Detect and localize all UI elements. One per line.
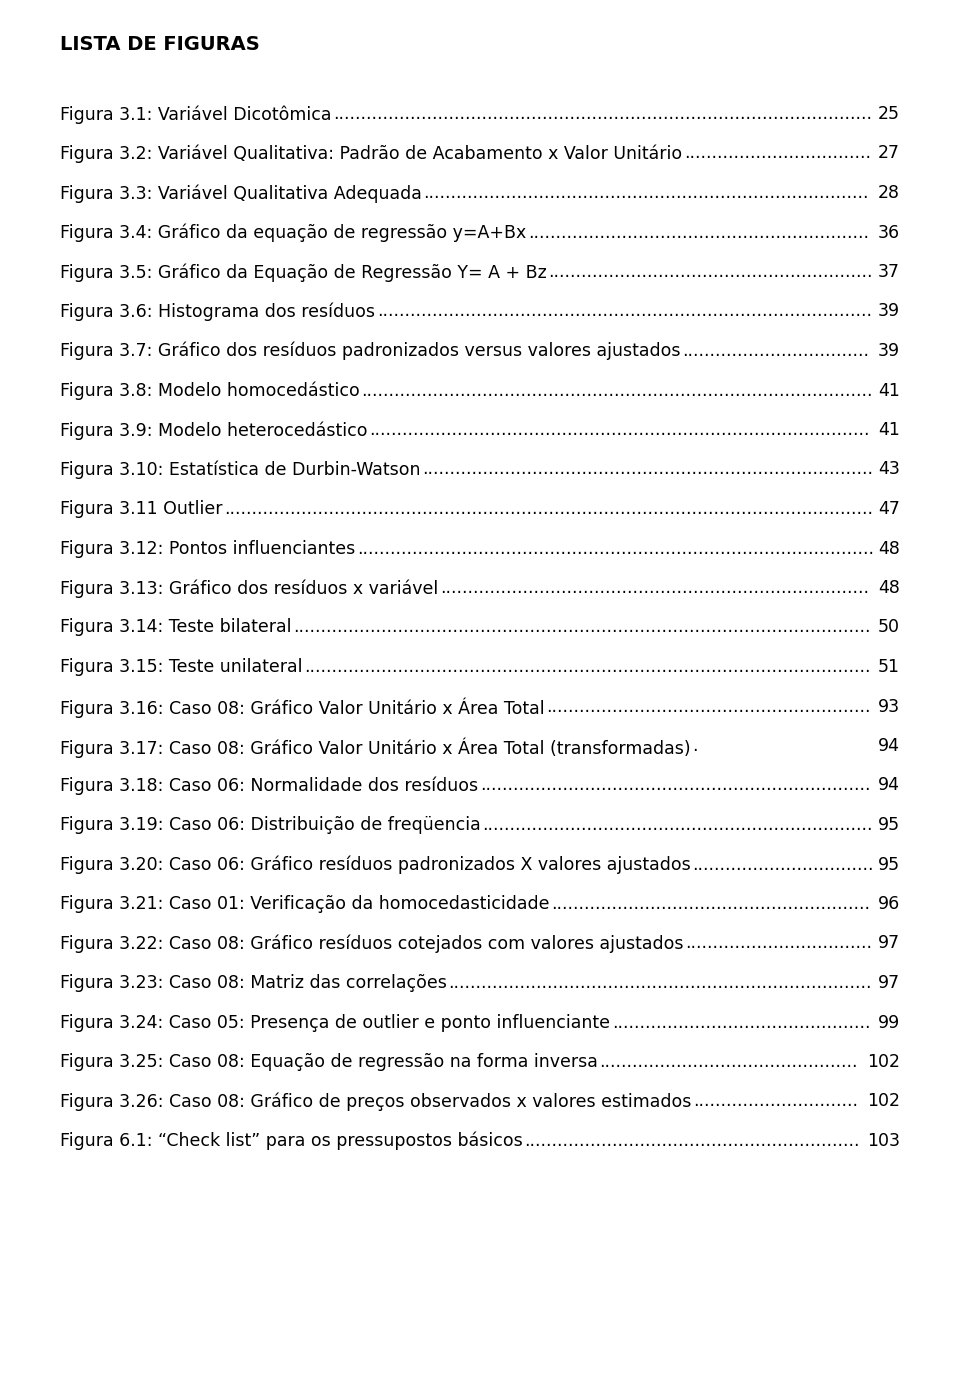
Text: ................................................................................: ........................................… bbox=[293, 619, 871, 637]
Text: ................................................................................: ........................................… bbox=[370, 421, 870, 439]
Text: 95: 95 bbox=[877, 855, 900, 873]
Text: 50: 50 bbox=[878, 619, 900, 637]
Text: 97: 97 bbox=[877, 974, 900, 992]
Text: ................................................................................: ........................................… bbox=[357, 539, 874, 557]
Text: ..........................................................: ........................................… bbox=[551, 895, 870, 913]
Text: 37: 37 bbox=[878, 263, 900, 281]
Text: ................................................................................: ........................................… bbox=[224, 500, 874, 518]
Text: Figura 3.8: Modelo homocedástico: Figura 3.8: Modelo homocedástico bbox=[60, 381, 360, 400]
Text: Figura 3.6: Histograma dos resíduos: Figura 3.6: Histograma dos resíduos bbox=[60, 303, 375, 321]
Text: Figura 3.16: Caso 08: Gráfico Valor Unitário x Área Total: Figura 3.16: Caso 08: Gráfico Valor Unit… bbox=[60, 698, 544, 719]
Text: Figura 3.18: Caso 06: Normalidade dos resíduos: Figura 3.18: Caso 06: Normalidade dos re… bbox=[60, 777, 478, 795]
Text: Figura 3.20: Caso 06: Gráfico resíduos padronizados X valores ajustados: Figura 3.20: Caso 06: Gráfico resíduos p… bbox=[60, 855, 691, 874]
Text: 102: 102 bbox=[867, 1054, 900, 1072]
Text: ..............................: .............................. bbox=[693, 1093, 858, 1111]
Text: .............................................................: ........................................… bbox=[524, 1131, 860, 1150]
Text: .......................................................................: ........................................… bbox=[480, 777, 871, 795]
Text: 39: 39 bbox=[877, 303, 900, 321]
Text: 28: 28 bbox=[878, 183, 900, 202]
Text: 97: 97 bbox=[877, 934, 900, 952]
Text: 47: 47 bbox=[878, 500, 900, 518]
Text: ..................................: .................................. bbox=[685, 934, 872, 952]
Text: Figura 3.17: Caso 08: Gráfico Valor Unitário x Área Total (transformadas): Figura 3.17: Caso 08: Gráfico Valor Unit… bbox=[60, 737, 690, 758]
Text: 94: 94 bbox=[878, 777, 900, 795]
Text: Figura 3.4: Gráfico da equação de regressão y=A+Bx: Figura 3.4: Gráfico da equação de regres… bbox=[60, 224, 526, 242]
Text: Figura 3.14: Teste bilateral: Figura 3.14: Teste bilateral bbox=[60, 619, 292, 637]
Text: Figura 3.12: Pontos influenciantes: Figura 3.12: Pontos influenciantes bbox=[60, 539, 355, 557]
Text: 96: 96 bbox=[877, 895, 900, 913]
Text: ..................................: .................................. bbox=[684, 145, 871, 163]
Text: 41: 41 bbox=[878, 421, 900, 439]
Text: Figura 6.1: “Check list” para os pressupostos básicos: Figura 6.1: “Check list” para os pressup… bbox=[60, 1131, 523, 1151]
Text: Figura 3.2: Variável Qualitativa: Padrão de Acabamento x Valor Unitário: Figura 3.2: Variável Qualitativa: Padrão… bbox=[60, 145, 683, 163]
Text: Figura 3.19: Caso 06: Distribuição de freqüencia: Figura 3.19: Caso 06: Distribuição de fr… bbox=[60, 816, 481, 834]
Text: ................................................................................: ........................................… bbox=[361, 381, 873, 399]
Text: ................................................................................: ........................................… bbox=[422, 460, 874, 478]
Text: Figura 3.7: Gráfico dos resíduos padronizados versus valores ajustados: Figura 3.7: Gráfico dos resíduos padroni… bbox=[60, 342, 681, 360]
Text: 39: 39 bbox=[877, 342, 900, 360]
Text: Figura 3.9: Modelo heterocedástico: Figura 3.9: Modelo heterocedástico bbox=[60, 421, 368, 439]
Text: 51: 51 bbox=[878, 657, 900, 676]
Text: Figura 3.3: Variável Qualitativa Adequada: Figura 3.3: Variável Qualitativa Adequad… bbox=[60, 183, 421, 203]
Text: .......................................................................: ........................................… bbox=[482, 816, 873, 834]
Text: LISTA DE FIGURAS: LISTA DE FIGURAS bbox=[60, 35, 260, 54]
Text: 27: 27 bbox=[878, 145, 900, 163]
Text: .............................................................................: ........................................… bbox=[448, 974, 872, 992]
Text: Figura 3.21: Caso 01: Verificação da homocedasticidade: Figura 3.21: Caso 01: Verificação da hom… bbox=[60, 895, 549, 913]
Text: Figura 3.13: Gráfico dos resíduos x variável: Figura 3.13: Gráfico dos resíduos x vari… bbox=[60, 580, 439, 598]
Text: ..............................................................: ........................................… bbox=[528, 224, 869, 242]
Text: Figura 3.22: Caso 08: Gráfico resíduos cotejados com valores ajustados: Figura 3.22: Caso 08: Gráfico resíduos c… bbox=[60, 934, 684, 954]
Text: ...............................................: ........................................… bbox=[612, 1013, 870, 1031]
Text: 95: 95 bbox=[877, 816, 900, 834]
Text: 93: 93 bbox=[877, 698, 900, 716]
Text: 94: 94 bbox=[878, 737, 900, 755]
Text: ..............................................................................: ........................................… bbox=[440, 580, 869, 596]
Text: 48: 48 bbox=[878, 539, 900, 557]
Text: Figura 3.1: Variável Dicotômica: Figura 3.1: Variável Dicotômica bbox=[60, 106, 331, 124]
Text: 41: 41 bbox=[878, 381, 900, 399]
Text: Figura 3.25: Caso 08: Equação de regressão na forma inversa: Figura 3.25: Caso 08: Equação de regress… bbox=[60, 1054, 598, 1072]
Text: 36: 36 bbox=[877, 224, 900, 242]
Text: 25: 25 bbox=[878, 106, 900, 122]
Text: Figura 3.23: Caso 08: Matriz das correlações: Figura 3.23: Caso 08: Matriz das correla… bbox=[60, 974, 446, 992]
Text: ................................................................................: ........................................… bbox=[304, 657, 871, 676]
Text: ..................................: .................................. bbox=[683, 342, 869, 360]
Text: Figura 3.26: Caso 08: Gráfico de preços observados x valores estimados: Figura 3.26: Caso 08: Gráfico de preços … bbox=[60, 1093, 691, 1111]
Text: 103: 103 bbox=[867, 1131, 900, 1150]
Text: ................................................................................: ........................................… bbox=[376, 303, 872, 321]
Text: 48: 48 bbox=[878, 580, 900, 596]
Text: ...............................................: ........................................… bbox=[600, 1054, 858, 1072]
Text: 102: 102 bbox=[867, 1093, 900, 1111]
Text: .................................: ................................. bbox=[692, 855, 874, 873]
Text: Figura 3.24: Caso 05: Presença de outlier e ponto influenciante: Figura 3.24: Caso 05: Presença de outlie… bbox=[60, 1013, 610, 1031]
Text: 43: 43 bbox=[878, 460, 900, 478]
Text: Figura 3.15: Teste unilateral: Figura 3.15: Teste unilateral bbox=[60, 657, 302, 676]
Text: 99: 99 bbox=[877, 1013, 900, 1031]
Text: Figura 3.5: Gráfico da Equação de Regressão Y= A + Bz: Figura 3.5: Gráfico da Equação de Regres… bbox=[60, 263, 547, 282]
Text: Figura 3.11 Outlier: Figura 3.11 Outlier bbox=[60, 500, 223, 518]
Text: ................................................................................: ........................................… bbox=[423, 183, 869, 202]
Text: Figura 3.10: Estatística de Durbin-Watson: Figura 3.10: Estatística de Durbin-Watso… bbox=[60, 460, 420, 480]
Text: .: . bbox=[692, 737, 698, 755]
Text: ................................................................................: ........................................… bbox=[333, 106, 872, 122]
Text: ...........................................................: ........................................… bbox=[546, 698, 871, 716]
Text: ...........................................................: ........................................… bbox=[548, 263, 873, 281]
